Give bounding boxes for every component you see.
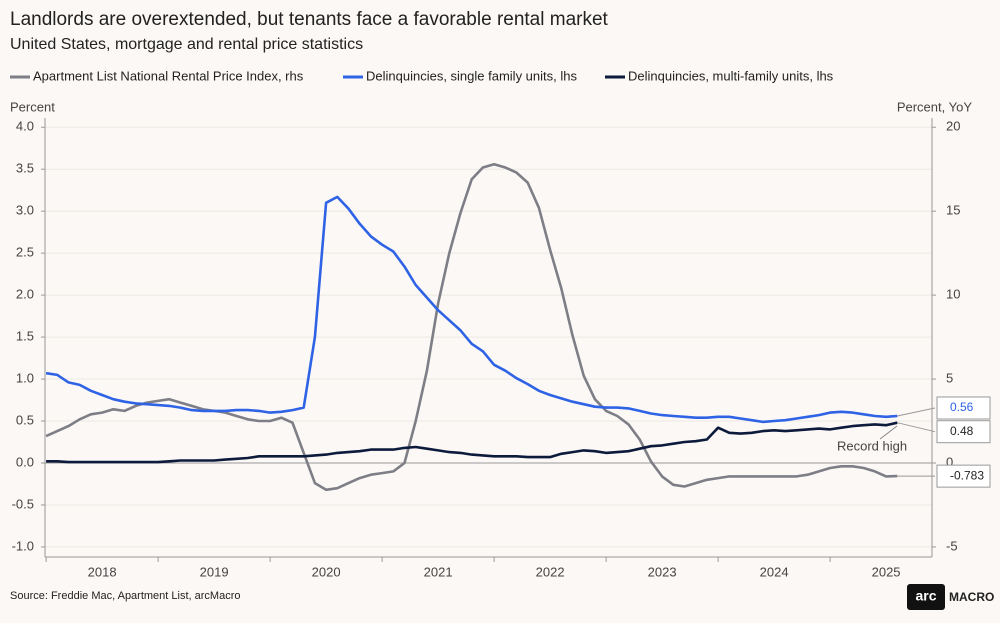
y2-tick-label: 15: [946, 203, 960, 218]
y2-tick-label: 0: [946, 454, 953, 469]
y-axis-label: Percent: [10, 99, 55, 114]
chart-subtitle: United States, mortgage and rental price…: [10, 36, 363, 53]
x-tick-label: 2022: [536, 564, 565, 579]
annotation: Record high: [837, 438, 907, 453]
annotation-arrow: [879, 425, 898, 440]
y-tick-label: 3.5: [16, 161, 34, 176]
x-tick-label: 2018: [88, 564, 117, 579]
y-tick-label: 1.0: [16, 370, 34, 385]
y-tick-label: 2.0: [16, 287, 34, 302]
x-tick-label: 2025: [872, 564, 901, 579]
end-label: -0.783: [950, 468, 984, 482]
y2-tick-label: -5: [946, 538, 958, 553]
y-tick-label: 1.5: [16, 329, 34, 344]
x-tick-label: 2023: [648, 564, 677, 579]
series-line: [46, 421, 898, 464]
y2-tick-label: 5: [946, 370, 953, 385]
legend-label: Delinquincies, single family units, lhs: [366, 68, 577, 83]
series-line: [45, 195, 898, 424]
legend-label: Apartment List National Rental Price Ind…: [33, 68, 304, 83]
end-label: 0.56: [950, 400, 974, 414]
y-tick-label: 0.5: [16, 412, 34, 427]
logo-text: MACRO: [949, 590, 994, 604]
y2-tick-label: 20: [946, 119, 960, 134]
x-tick-label: 2024: [760, 564, 789, 579]
y-tick-label: -1.0: [12, 538, 34, 553]
y-tick-label: 0.0: [16, 454, 34, 469]
y2-tick-label: 10: [946, 287, 960, 302]
y-tick-label: 2.5: [16, 245, 34, 260]
x-tick-label: 2021: [424, 564, 453, 579]
x-tick-label: 2020: [312, 564, 341, 579]
x-tick-label: 2019: [200, 564, 229, 579]
end-label-leader: [897, 422, 936, 433]
end-label-box: [936, 464, 991, 488]
series-line: [45, 162, 898, 492]
end-label: 0.48: [950, 424, 974, 438]
end-label-box: [936, 396, 991, 420]
logo: arc: [915, 588, 936, 604]
end-label-box: [936, 420, 991, 444]
logo-box: [907, 584, 945, 610]
source: Source: Freddie Mac, Apartment List, arc…: [10, 590, 240, 602]
y-tick-label: 3.0: [16, 203, 34, 218]
y-tick-label: -0.5: [12, 496, 34, 511]
y2-axis-label: Percent, YoY: [897, 99, 972, 114]
chart-title: Landlords are overextended, but tenants …: [10, 9, 609, 30]
end-label-leader: [897, 407, 936, 417]
legend-label: Delinquincies, multi-family units, lhs: [628, 68, 834, 83]
y-tick-label: 4.0: [16, 119, 34, 134]
